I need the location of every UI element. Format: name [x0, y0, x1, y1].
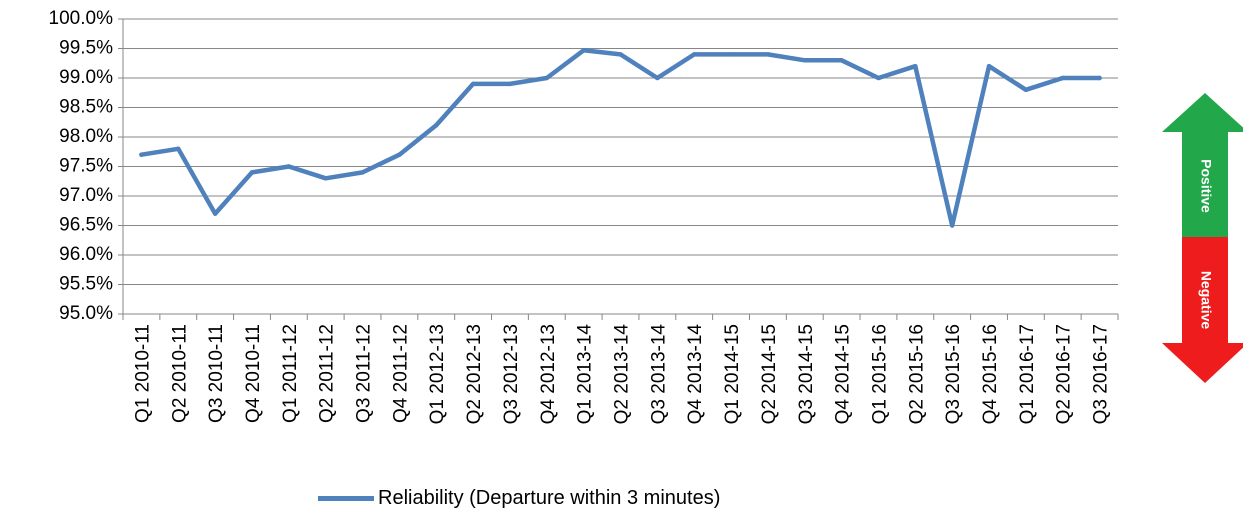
y-tick-label: 99.0% — [59, 67, 113, 88]
x-tick-label: Q3 2015-16 — [943, 324, 964, 424]
x-tick-label: Q3 2011-12 — [354, 324, 375, 423]
data-point — [655, 75, 660, 81]
y-tick-label: 96.0% — [59, 244, 113, 265]
data-point — [876, 75, 881, 81]
y-tick-label: 95.0% — [59, 303, 113, 324]
data-point — [1023, 87, 1029, 93]
positive-label: Positive — [1198, 159, 1214, 213]
x-tick-label: Q4 2014-15 — [833, 324, 854, 424]
data-point — [397, 152, 402, 157]
negative-label: Negative — [1198, 271, 1214, 330]
data-point — [949, 223, 955, 228]
y-tick-label: 96.5% — [59, 215, 113, 236]
data-point — [176, 146, 181, 151]
data-point — [728, 52, 734, 57]
data-point — [139, 152, 144, 157]
gridlines — [123, 18, 1118, 315]
data-point — [470, 81, 476, 87]
x-tick-label: Q2 2010-11 — [169, 324, 190, 423]
data-point — [434, 123, 439, 128]
positive-negative-indicator: Positive Negative — [1162, 93, 1243, 383]
y-axis-ticks: 95.0% 95.5% 96.0% 96.5% 97.0% 97.5% 98.0% 98.5%… — [49, 8, 123, 324]
data-point — [286, 164, 292, 169]
data-point — [839, 58, 844, 63]
series-layer — [139, 48, 1102, 228]
positive-arrow — [1162, 93, 1243, 237]
y-tick-label: 100.0% — [49, 8, 114, 29]
y-tick-label: 95.5% — [59, 274, 113, 295]
x-tick-label: Q4 2012-13 — [538, 324, 559, 424]
data-point — [507, 81, 513, 87]
x-tick-label: Q2 2011-12 — [317, 324, 338, 423]
y-tick-label: 97.0% — [59, 185, 113, 206]
data-point — [986, 63, 992, 69]
data-point — [618, 52, 623, 57]
x-tick-label: Q2 2013-14 — [612, 324, 633, 425]
x-tick-label: Q1 2012-13 — [427, 324, 448, 424]
x-tick-label: Q1 2014-15 — [722, 324, 743, 424]
legend: Reliability (Departure within 3 minutes) — [318, 483, 720, 513]
y-tick-label: 99.5% — [59, 38, 113, 59]
x-tick-label: Q1 2016-17 — [1017, 324, 1038, 424]
x-tick-label: Q1 2013-14 — [575, 324, 596, 425]
data-point — [802, 58, 807, 63]
x-axis-ticks: Q1 2010-11 Q2 2010-11 Q3 2010-11 Q4 2010-11… — [122, 314, 1119, 425]
x-tick-label: Q3 2014-15 — [796, 324, 817, 424]
x-tick-label: Q4 2015-16 — [980, 324, 1001, 424]
x-tick-label: Q1 2015-16 — [869, 324, 890, 424]
y-tick-label: 98.5% — [59, 97, 113, 118]
x-tick-label: Q3 2012-13 — [501, 324, 522, 424]
x-tick-label: Q3 2010-11 — [206, 324, 227, 423]
x-tick-label: Q1 2010-11 — [132, 324, 153, 423]
x-tick-label: Q2 2016-17 — [1054, 324, 1075, 424]
data-point — [581, 48, 586, 53]
data-point — [544, 75, 549, 81]
data-point — [765, 52, 771, 57]
x-tick-label: Q2 2015-16 — [906, 324, 927, 424]
y-tick-label: 97.5% — [59, 156, 113, 177]
x-tick-label: Q2 2012-13 — [464, 324, 485, 424]
data-point — [1097, 75, 1102, 81]
x-tick-label: Q1 2011-12 — [280, 324, 301, 423]
x-tick-label: Q4 2010-11 — [243, 324, 264, 423]
data-point — [212, 211, 218, 216]
x-tick-label: Q4 2013-14 — [685, 324, 706, 425]
x-tick-label: Q3 2013-14 — [648, 324, 669, 425]
data-point — [1060, 75, 1065, 81]
data-point — [913, 63, 918, 69]
x-tick-label: Q4 2011-12 — [390, 324, 411, 423]
series-line — [139, 48, 1102, 228]
data-point — [249, 170, 255, 175]
data-point — [360, 170, 365, 175]
x-tick-label: Q2 2014-15 — [759, 324, 780, 424]
legend-swatch — [318, 495, 374, 501]
data-point — [692, 52, 697, 57]
x-tick-label: Q3 2016-17 — [1091, 324, 1112, 424]
data-point — [323, 176, 328, 181]
y-tick-label: 98.0% — [59, 126, 113, 147]
legend-label: Reliability (Departure within 3 minutes) — [378, 486, 721, 509]
negative-arrow — [1162, 237, 1243, 383]
